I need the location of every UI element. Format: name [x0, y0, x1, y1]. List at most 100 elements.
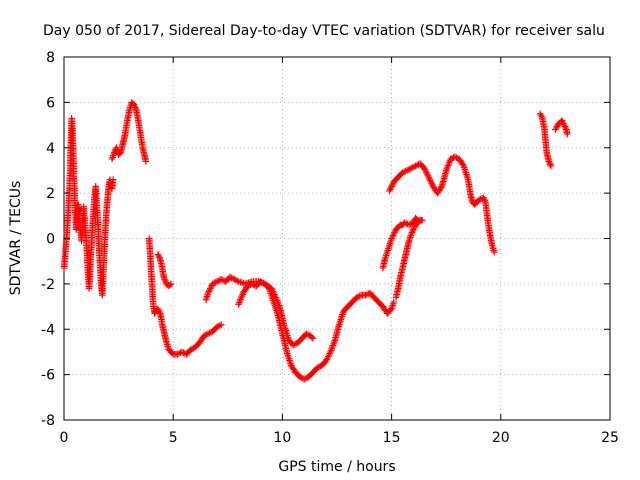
- data-point: [257, 278, 264, 285]
- trace-markers: [288, 363, 298, 375]
- trace-markers: [552, 123, 561, 132]
- data-point: [421, 164, 428, 172]
- trace-markers: [350, 295, 359, 305]
- trace-markers: [561, 123, 569, 132]
- data-point: [564, 130, 571, 138]
- trace-markers: [484, 218, 493, 236]
- trace-markers: [65, 187, 73, 211]
- trace-markers: [306, 370, 316, 380]
- trace-markers: [206, 329, 215, 337]
- data-point: [383, 248, 391, 256]
- trace-markers: [302, 374, 311, 382]
- data-point: [154, 305, 162, 313]
- data-point: [231, 276, 238, 283]
- x-tick-label: 10: [273, 430, 291, 446]
- y-tick-label: -2: [41, 277, 55, 293]
- trace-markers: [389, 180, 397, 189]
- trace-markers: [417, 161, 427, 171]
- trace-markers: [277, 307, 288, 329]
- trace-markers: [95, 243, 104, 268]
- trace-markers: [228, 274, 237, 282]
- trace-markers: [275, 314, 286, 336]
- trace-markers: [266, 286, 277, 304]
- data-point: [480, 194, 487, 201]
- data-point: [388, 183, 395, 190]
- axis-ticks: [63, 56, 611, 421]
- trace-markers: [131, 102, 139, 111]
- data-point: [309, 335, 317, 342]
- trace-markers: [163, 341, 172, 352]
- trace-markers: [101, 225, 109, 252]
- trace-markers: [61, 241, 70, 259]
- trace-markers: [100, 248, 108, 277]
- data-point: [408, 164, 415, 172]
- data-series: [552, 117, 571, 138]
- y-tick-label: 4: [46, 141, 55, 157]
- trace-markers: [319, 358, 329, 368]
- trace-markers: [180, 349, 189, 357]
- trace-markers: [157, 311, 165, 320]
- data-point: [381, 255, 389, 263]
- y-axis-label: SDTVAR / TECUs: [8, 181, 24, 296]
- data-point: [161, 276, 168, 283]
- trace-markers: [161, 277, 170, 286]
- trace-markers: [141, 155, 149, 164]
- data-point: [408, 230, 415, 238]
- trace-markers: [94, 221, 103, 247]
- trace-markers: [400, 167, 409, 176]
- data-series: [154, 251, 175, 290]
- trace-markers: [546, 159, 554, 168]
- trace-markers: [254, 279, 263, 289]
- trace-markers: [453, 154, 462, 162]
- trace-markers: [384, 243, 393, 254]
- data-series: [536, 110, 555, 170]
- trace-markers: [250, 281, 258, 289]
- trace-markers: [407, 220, 416, 228]
- data-point: [547, 162, 555, 170]
- trace-markers: [410, 223, 419, 232]
- data-series: [145, 235, 225, 358]
- trace-markers: [456, 157, 467, 168]
- data-point: [403, 167, 411, 174]
- x-tick-label: 0: [60, 430, 69, 446]
- trace-markers: [426, 175, 436, 189]
- data-point: [296, 373, 304, 381]
- data-point: [475, 196, 483, 204]
- trace-markers: [236, 291, 246, 306]
- trace-markers: [386, 236, 395, 247]
- x-tick-label: 25: [601, 430, 619, 446]
- trace-markers: [389, 232, 397, 241]
- trace-markers: [137, 132, 146, 150]
- trace-markers: [391, 227, 399, 236]
- trace-markers: [175, 349, 184, 357]
- data-point: [244, 282, 251, 290]
- trace-markers: [160, 273, 168, 282]
- trace-markers: [273, 295, 283, 311]
- trace-markers: [135, 118, 144, 136]
- trace-markers: [482, 200, 491, 222]
- data-point: [126, 105, 133, 113]
- data-point: [412, 162, 419, 170]
- trace-markers: [158, 316, 166, 327]
- data-point: [217, 321, 225, 328]
- plot-area: [60, 99, 571, 383]
- data-point: [410, 226, 417, 233]
- data-point: [552, 126, 559, 133]
- data-point: [442, 167, 450, 174]
- trace-markers: [291, 340, 300, 348]
- trace-markers: [465, 177, 474, 195]
- data-point: [451, 153, 459, 161]
- trace-markers: [87, 246, 95, 270]
- trace-markers: [332, 323, 342, 343]
- trace-markers: [99, 273, 107, 297]
- data-point: [235, 301, 242, 308]
- data-point: [108, 155, 116, 163]
- data-point: [447, 155, 454, 163]
- y-tick-label: 6: [46, 95, 55, 111]
- data-point: [388, 235, 395, 242]
- data-point: [536, 110, 544, 117]
- trace-markers: [155, 307, 163, 316]
- trace-markers: [281, 325, 292, 343]
- trace-markers: [223, 274, 233, 284]
